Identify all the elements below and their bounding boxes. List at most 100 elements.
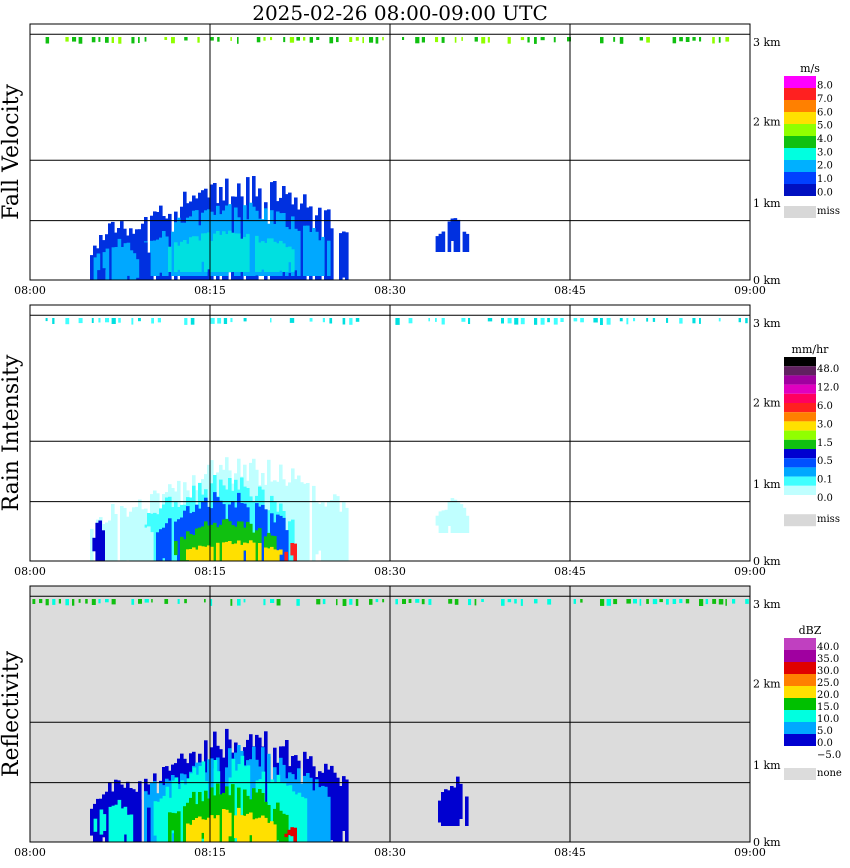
echo-speck xyxy=(336,599,338,606)
y-tick-label: 3 km xyxy=(753,317,781,330)
legend-swatch xyxy=(784,485,816,495)
echo-column xyxy=(177,245,181,270)
echo-column xyxy=(144,527,148,561)
echo-speck xyxy=(692,37,696,41)
legend-swatch xyxy=(784,366,816,376)
echo-column xyxy=(306,483,310,561)
echo-speck xyxy=(270,37,273,41)
echo-speck xyxy=(474,37,478,42)
echo-speck xyxy=(520,37,525,41)
echo-speck xyxy=(78,318,83,324)
echo-region xyxy=(92,520,105,561)
x-tick-label: 08:15 xyxy=(194,565,226,578)
echo-column xyxy=(255,792,259,842)
echo-column xyxy=(111,504,115,561)
echo-speck xyxy=(679,599,683,604)
echo-column xyxy=(207,525,211,561)
panel-3: 08:00 08:15 08:30 08:45 09:000 km 1 km 2 km 3 k… xyxy=(0,585,842,859)
echo-column xyxy=(120,247,125,280)
echo-column xyxy=(96,253,101,271)
echo-column xyxy=(456,776,460,826)
echo-column xyxy=(288,521,292,561)
echo-speck xyxy=(184,599,187,604)
echo-column xyxy=(339,786,343,842)
echo-speck xyxy=(204,599,206,603)
echo-column xyxy=(156,801,161,842)
echo-speck xyxy=(289,37,295,43)
legend-swatch xyxy=(784,686,816,698)
echo-speck xyxy=(91,318,94,323)
echo-column xyxy=(207,232,211,270)
legend-swatch xyxy=(784,412,816,422)
echo-speck xyxy=(151,318,154,324)
echo-speck xyxy=(237,599,241,606)
echo-column xyxy=(293,827,297,842)
echo-column xyxy=(258,543,262,561)
echo-column xyxy=(462,507,467,533)
legend-swatch xyxy=(784,650,816,662)
x-tick-label: 08:00 xyxy=(14,565,46,578)
x-axis: 08:00 08:15 08:30 08:45 09:00 xyxy=(14,284,766,297)
legend-label: 0.0 xyxy=(817,493,833,504)
echo-column xyxy=(135,791,139,842)
top-echo-band xyxy=(45,37,730,44)
legend-label: 4.0 xyxy=(817,134,833,145)
echo-speck xyxy=(144,37,147,42)
echo-column xyxy=(270,821,274,842)
echo-speck xyxy=(553,37,556,43)
echo-speck xyxy=(270,318,272,323)
echo-speck xyxy=(131,318,134,325)
echo-column xyxy=(252,501,256,561)
echo-speck xyxy=(98,599,101,604)
echo-column xyxy=(318,503,322,551)
echo-column xyxy=(240,755,245,833)
echo-column xyxy=(315,502,319,555)
echo-column xyxy=(288,246,292,263)
echo-column xyxy=(264,817,268,842)
x-tick-label: 08:30 xyxy=(374,565,406,578)
echo-speck xyxy=(45,599,49,606)
echo-speck xyxy=(415,37,420,44)
echo-region xyxy=(435,218,470,252)
echo-column xyxy=(90,808,94,836)
echo-column xyxy=(306,773,310,842)
echo-speck xyxy=(210,599,213,606)
echo-speck xyxy=(375,599,379,603)
echo-column xyxy=(123,806,128,835)
echo-column xyxy=(465,515,470,533)
echo-column xyxy=(282,517,286,561)
echo-column xyxy=(210,546,214,561)
legend: m/s 8.0 7.0 6.0 5.0 4.0 3.0 2.0 1.0 0.0 miss xyxy=(784,62,840,218)
echo-column xyxy=(285,485,289,561)
echo-column xyxy=(252,819,256,842)
echo-column xyxy=(210,815,214,842)
echo-speck xyxy=(197,37,200,43)
echo-column xyxy=(240,521,244,561)
echo-column xyxy=(321,785,325,842)
echo-column xyxy=(183,510,187,561)
echo-speck xyxy=(329,37,334,44)
echo-speck xyxy=(699,37,702,42)
echo-speck xyxy=(646,599,649,604)
echo-speck xyxy=(699,318,701,324)
legend-swatch xyxy=(784,76,816,88)
echo-column xyxy=(309,777,313,842)
echo-column xyxy=(252,206,256,276)
echo-column xyxy=(114,514,118,561)
legend-label: 15.0 xyxy=(817,702,839,713)
legend-swatch xyxy=(784,458,816,468)
echo-speck xyxy=(679,37,683,42)
echo-column xyxy=(132,253,137,280)
echo-column xyxy=(282,783,287,836)
echo-speck xyxy=(639,37,643,41)
echo-speck xyxy=(626,599,631,604)
echo-speck xyxy=(560,318,564,322)
echo-column xyxy=(222,519,226,558)
echo-column xyxy=(126,781,130,842)
x-axis: 08:00 08:15 08:30 08:45 09:00 xyxy=(14,565,766,578)
echo-column xyxy=(92,537,96,552)
echo-column xyxy=(345,779,349,842)
echo-column xyxy=(183,539,187,561)
echo-speck xyxy=(738,318,741,323)
echo-column xyxy=(243,542,247,551)
